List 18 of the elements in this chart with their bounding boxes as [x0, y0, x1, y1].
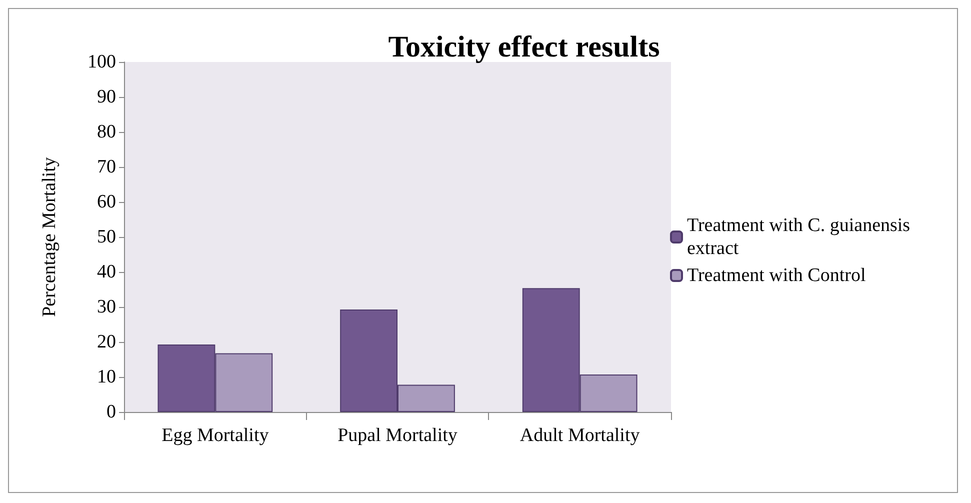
chart-title: Toxicity effect results [388, 30, 660, 64]
y-tick-label: 60 [97, 192, 116, 212]
y-tick-label: 80 [97, 122, 116, 142]
y-tick-label: 100 [88, 52, 116, 72]
y-tick-label: 50 [97, 226, 116, 248]
legend-label: Treatment with Control [687, 265, 866, 286]
x-tick-label: Egg Mortality [162, 425, 270, 446]
y-tick-label: 0 [106, 402, 116, 422]
y-tick-label: 30 [97, 296, 116, 318]
legend-label: Treatment with C. guianensis extract [687, 215, 915, 259]
y-tick-label: 10 [97, 366, 116, 388]
y-tick-label: 20 [97, 332, 116, 352]
y-tick-label: 70 [97, 156, 116, 178]
x-tick-label: Pupal Mortality [338, 425, 458, 446]
y-tick-label: 40 [97, 262, 116, 282]
x-tick-label: Adult Mortality [520, 425, 640, 446]
y-axis-title: Percentage Mortality [39, 156, 60, 317]
y-tick-label: 90 [97, 86, 116, 108]
